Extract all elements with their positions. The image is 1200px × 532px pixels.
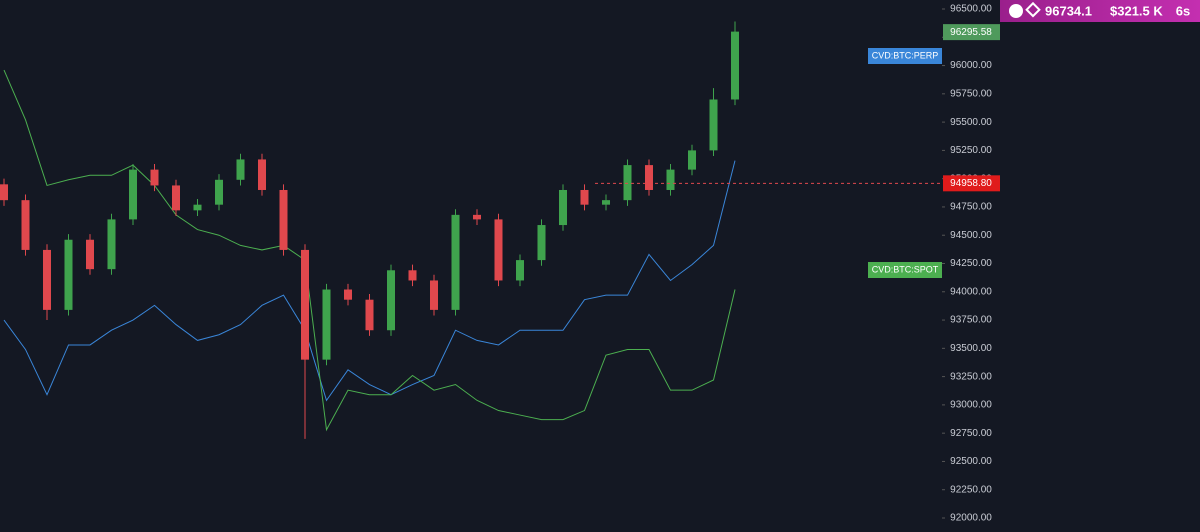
candle-body bbox=[559, 189, 567, 226]
y-tick-label: 94000.00 bbox=[950, 286, 992, 297]
y-tick-label: 93000.00 bbox=[950, 400, 992, 411]
candle-body bbox=[666, 169, 675, 190]
y-tick-label: 94500.00 bbox=[950, 230, 992, 241]
bear-icon bbox=[1009, 4, 1023, 18]
candle-body bbox=[150, 169, 159, 186]
last-price-label: 96295.58 bbox=[950, 27, 992, 38]
y-tick-label: 94750.00 bbox=[950, 202, 992, 213]
y-tick-label: 93750.00 bbox=[950, 315, 992, 326]
candle-body bbox=[537, 225, 546, 261]
candle-body bbox=[645, 165, 653, 190]
y-tick-label: 96500.00 bbox=[950, 4, 992, 15]
candle-body bbox=[86, 239, 94, 270]
candle-body bbox=[451, 214, 460, 310]
y-tick-label: 95750.00 bbox=[950, 88, 992, 99]
candle-body bbox=[322, 289, 331, 360]
candle-body bbox=[430, 280, 438, 310]
candle-body bbox=[0, 184, 8, 201]
candle-body bbox=[301, 249, 309, 360]
candle-body bbox=[279, 189, 288, 250]
cvd-line bbox=[3, 69, 736, 432]
legend-entry: CVD:BTC:SPOT bbox=[872, 264, 939, 274]
marked-price-label: 94958.80 bbox=[950, 178, 992, 189]
candle-body bbox=[193, 204, 202, 211]
candle-body bbox=[580, 189, 589, 205]
ticker-timer: 6s bbox=[1176, 3, 1190, 18]
candle-body bbox=[21, 200, 30, 250]
candle-body bbox=[365, 299, 374, 331]
candle-body bbox=[516, 260, 524, 281]
y-tick-label: 92250.00 bbox=[950, 484, 992, 495]
series-badge bbox=[868, 48, 942, 64]
cvd-line bbox=[3, 160, 736, 402]
candle-body bbox=[64, 239, 73, 310]
candle-body bbox=[107, 219, 116, 270]
candle-body bbox=[43, 249, 51, 310]
candle-body bbox=[258, 159, 266, 190]
exchange-icon bbox=[1025, 1, 1041, 18]
y-tick-label: 92500.00 bbox=[950, 456, 992, 467]
candle-body bbox=[494, 219, 503, 281]
series-badge bbox=[868, 262, 942, 278]
candle-body bbox=[344, 289, 352, 300]
y-tick-label: 92000.00 bbox=[950, 513, 992, 524]
y-tick-label: 93500.00 bbox=[950, 343, 992, 354]
candle-body bbox=[129, 169, 137, 220]
candle-body bbox=[408, 270, 417, 281]
marked-price-badge bbox=[943, 175, 1000, 192]
candle-body bbox=[688, 150, 696, 170]
candle-body bbox=[731, 31, 739, 100]
y-tick-label: 95500.00 bbox=[950, 117, 992, 128]
legend-entry: CVD:BTC:PERP bbox=[872, 50, 939, 60]
candle-body bbox=[473, 214, 481, 220]
ticker-price: 96734.1 bbox=[1045, 3, 1092, 18]
y-tick-label: 94250.00 bbox=[950, 258, 992, 269]
candle-body bbox=[387, 270, 395, 331]
y-tick-label: 95250.00 bbox=[950, 145, 992, 156]
y-tick-label: 96000.00 bbox=[950, 60, 992, 71]
candle-body bbox=[215, 179, 223, 205]
ticker-volume: $321.5 K bbox=[1110, 3, 1163, 18]
ticker-bar bbox=[1000, 0, 1200, 22]
candle-body bbox=[709, 99, 718, 151]
last-price-badge bbox=[943, 24, 1000, 41]
candle-body bbox=[602, 200, 610, 205]
candle-body bbox=[623, 165, 632, 201]
candle-body bbox=[236, 159, 245, 180]
y-tick-label: 92750.00 bbox=[950, 428, 992, 439]
y-tick-label: 93250.00 bbox=[950, 371, 992, 382]
candle-body bbox=[172, 185, 180, 211]
